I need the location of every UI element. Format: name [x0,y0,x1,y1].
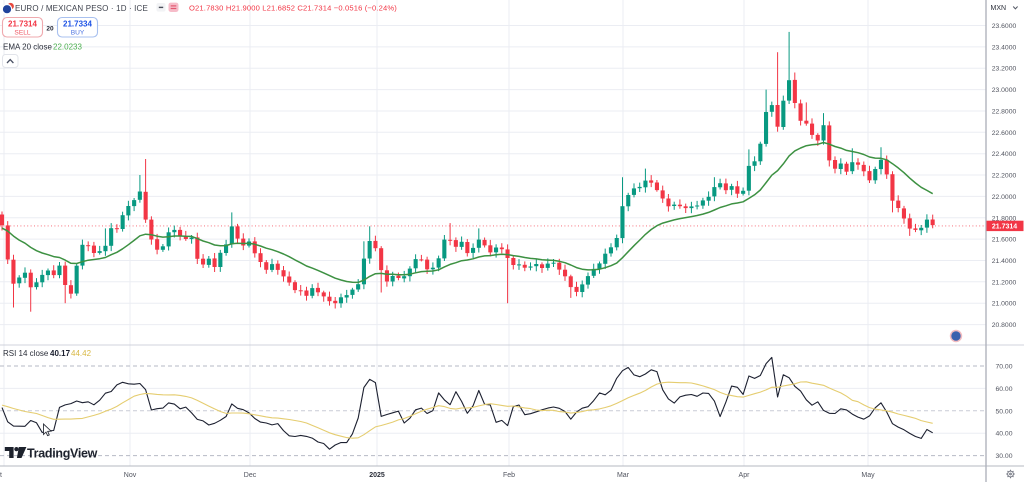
svg-text:EMA 20 close: EMA 20 close [3,43,52,52]
svg-text:23.0000: 23.0000 [992,87,1017,94]
svg-text:21.8000: 21.8000 [992,215,1017,222]
svg-text:EURO / MEXICAN PESO · 1D · ICE: EURO / MEXICAN PESO · 1D · ICE [15,4,148,13]
svg-text:23.6000: 23.6000 [992,23,1017,30]
svg-text:t: t [0,472,2,479]
svg-text:Feb: Feb [503,472,515,479]
svg-text:TradingView: TradingView [27,447,98,461]
svg-text:21.6000: 21.6000 [992,237,1017,244]
svg-text:21.2000: 21.2000 [992,279,1017,286]
svg-text:Apr: Apr [739,472,751,479]
svg-text:22.0233: 22.0233 [53,43,82,52]
svg-text:22.6000: 22.6000 [992,130,1017,137]
svg-text:22.8000: 22.8000 [992,109,1017,116]
svg-text:20.8000: 20.8000 [992,322,1017,329]
svg-text:21.7314: 21.7314 [992,224,1017,231]
svg-text:22.0000: 22.0000 [992,194,1017,201]
svg-text:22.4000: 22.4000 [992,151,1017,158]
svg-text:20: 20 [46,25,54,32]
svg-text:21.7314: 21.7314 [8,19,37,28]
svg-text:RSI 14 close: RSI 14 close [3,349,49,358]
svg-text:Dec: Dec [244,472,257,479]
svg-text:23.2000: 23.2000 [992,66,1017,73]
svg-text:50.00: 50.00 [995,408,1012,415]
svg-text:70.00: 70.00 [995,364,1012,371]
svg-text:O21.7830 H21.9000 L21.6852 C21: O21.7830 H21.9000 L21.6852 C21.7314 −0.0… [189,4,397,13]
svg-text:30.00: 30.00 [995,453,1012,460]
svg-text:BUY: BUY [71,29,85,36]
svg-text:21.7334: 21.7334 [63,19,92,28]
svg-text:May: May [861,472,875,479]
svg-text:22.2000: 22.2000 [992,173,1017,180]
svg-text:44.42: 44.42 [71,349,92,358]
svg-text:21.4000: 21.4000 [992,258,1017,265]
svg-text:23.4000: 23.4000 [992,44,1017,51]
svg-text:60.00: 60.00 [995,386,1012,393]
svg-text:2025: 2025 [369,472,385,479]
svg-text:21.0000: 21.0000 [992,301,1017,308]
svg-text:40.00: 40.00 [995,431,1012,438]
svg-text:Mar: Mar [617,472,630,479]
svg-text:Nov: Nov [124,472,137,479]
svg-text:40.17: 40.17 [50,349,71,358]
svg-text:SELL: SELL [14,29,30,36]
svg-text:MXN: MXN [991,5,1007,12]
